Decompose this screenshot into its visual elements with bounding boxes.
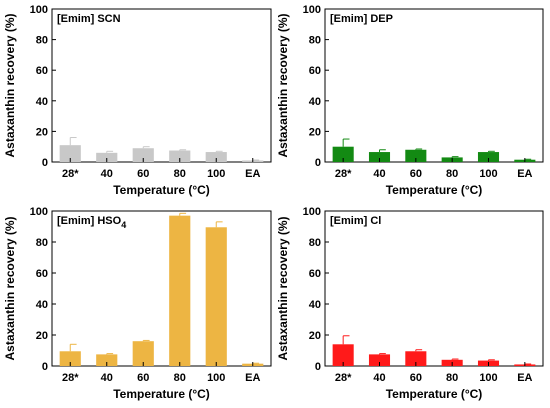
y-tick-label: 0	[42, 361, 48, 373]
x-tick-label: EA	[517, 168, 532, 180]
x-tick-label: 100	[207, 168, 225, 180]
y-tick-label: 100	[30, 206, 48, 218]
x-tick-label: 40	[373, 168, 385, 180]
x-axis-label: Temperature (°C)	[386, 183, 483, 197]
y-tick-label: 80	[36, 237, 48, 249]
x-tick-label: 40	[101, 168, 113, 180]
plot-frame	[324, 8, 544, 163]
panel-label: [Emim] DEP	[330, 13, 393, 25]
x-tick-label: 60	[410, 168, 422, 180]
x-tick-label: 28*	[62, 372, 79, 384]
x-tick-label: 80	[174, 372, 186, 384]
y-tick-label: 80	[36, 35, 48, 47]
x-tick-label: EA	[245, 168, 260, 180]
y-axis-label: Astaxanthin recovery (%)	[3, 13, 17, 157]
y-tick-label: 100	[30, 4, 48, 16]
panel-label: [Emim] SCN	[57, 13, 121, 25]
bar-40	[368, 152, 391, 162]
y-tick-label: 60	[36, 65, 48, 77]
y-tick-label: 60	[36, 268, 48, 280]
y-tick-label: 60	[309, 65, 321, 77]
y-axis-label: Astaxanthin recovery (%)	[276, 216, 290, 360]
x-tick-label: 100	[479, 168, 497, 180]
x-axis-label: Temperature (°C)	[113, 183, 210, 197]
bar-28*	[59, 351, 81, 366]
x-tick-label: 100	[479, 372, 497, 384]
x-tick-label: 60	[410, 372, 422, 384]
bar-60	[405, 351, 427, 366]
x-tick-label: 60	[137, 168, 149, 180]
y-tick-label: 0	[315, 361, 321, 373]
y-tick-label: 20	[36, 126, 48, 138]
y-tick-label: 20	[309, 126, 321, 138]
x-tick-label: 80	[446, 168, 458, 180]
x-tick-label: 100	[207, 372, 225, 384]
y-tick-label: 40	[36, 96, 48, 108]
panel-label: [Emim] HSO4	[57, 215, 126, 230]
bar-60	[132, 341, 154, 366]
chart-panel-1: 0 20 40 60 80 100 28* 40 60 80 100 EA [Emim] SCN Temp…	[3, 4, 272, 197]
y-axis-label: Astaxanthin recovery (%)	[3, 216, 17, 360]
bar-40	[96, 152, 118, 162]
plot-frame	[51, 210, 272, 367]
x-tick-label: 40	[373, 372, 385, 384]
x-tick-label: 60	[137, 372, 149, 384]
bar-80	[169, 215, 191, 366]
y-tick-label: 40	[309, 299, 321, 311]
x-tick-label: 80	[446, 372, 458, 384]
y-tick-label: 20	[36, 330, 48, 342]
bar-40	[96, 354, 118, 366]
plot-frame	[324, 210, 544, 367]
bar-40	[368, 354, 391, 366]
chart-panel-4: 0 20 40 60 80 100 28* 40 60 80 100 EA [Emim] Cl Tempe…	[276, 206, 544, 401]
panel-label: [Emim] Cl	[330, 215, 381, 227]
bar-60	[132, 148, 154, 162]
y-tick-label: 0	[315, 157, 321, 169]
bar-100	[477, 152, 500, 162]
y-tick-label: 80	[309, 35, 321, 47]
x-axis-label: Temperature (°C)	[386, 387, 483, 401]
bar-28*	[332, 344, 354, 366]
x-axis-label: Temperature (°C)	[113, 387, 210, 401]
y-tick-label: 20	[309, 330, 321, 342]
bar-28*	[332, 146, 354, 162]
bar-60	[405, 149, 427, 162]
x-tick-label: 28*	[335, 372, 352, 384]
bar-100	[205, 152, 227, 162]
x-tick-label: 28*	[335, 168, 352, 180]
y-tick-label: 40	[36, 299, 48, 311]
x-tick-label: EA	[245, 372, 260, 384]
y-tick-label: 60	[309, 268, 321, 280]
y-tick-label: 0	[42, 157, 48, 169]
chart-panel-2: 0 20 40 60 80 100 28* 40 60 80 100 EA [Emim] DEP Temp…	[276, 4, 544, 197]
x-tick-label: 80	[174, 168, 186, 180]
x-tick-label: 28*	[62, 168, 79, 180]
x-tick-label: 40	[101, 372, 113, 384]
bar-100	[205, 227, 227, 366]
y-tick-label: 40	[309, 96, 321, 108]
y-tick-label: 100	[303, 4, 321, 16]
y-axis-label: Astaxanthin recovery (%)	[276, 13, 290, 157]
y-tick-label: 80	[309, 237, 321, 249]
bar-80	[169, 150, 191, 162]
plot-frame	[51, 8, 272, 163]
x-tick-label: EA	[517, 372, 532, 384]
bar-28*	[59, 145, 81, 162]
y-tick-label: 100	[303, 206, 321, 218]
chart-panel-3: 0 20 40 60 80 100 28* 40 60 80 100 EA [Emim] HSO4 Tem…	[3, 206, 272, 401]
